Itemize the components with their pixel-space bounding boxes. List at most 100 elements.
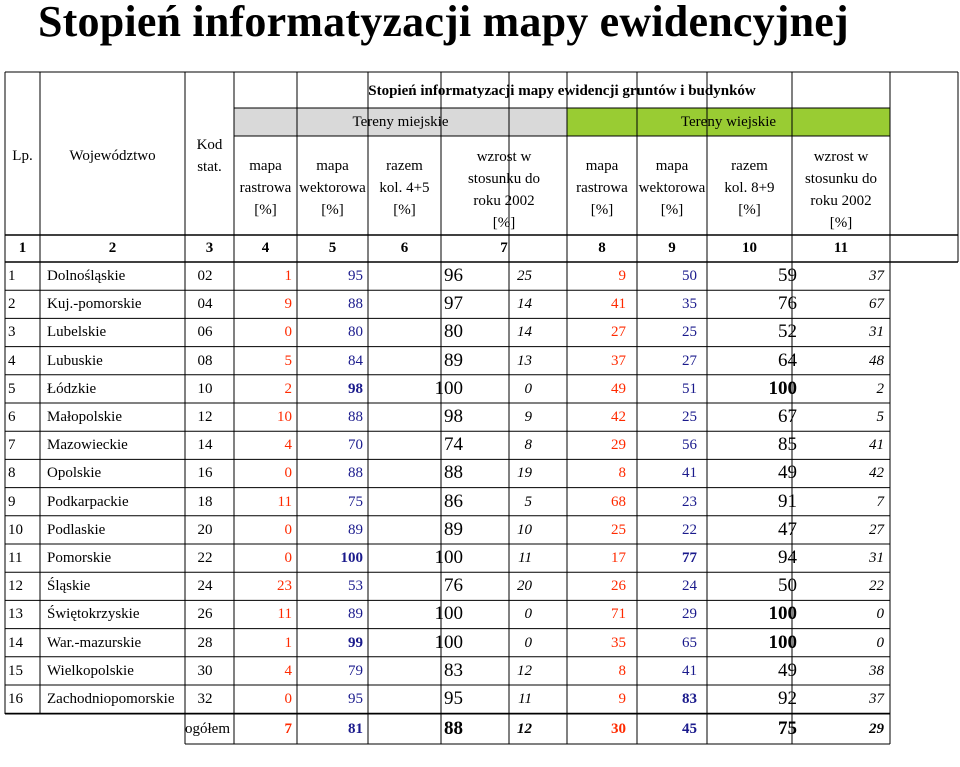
row-m-wzrost: 14 — [517, 324, 532, 341]
row-m-razem: 95 — [444, 688, 463, 709]
row-wojewodztwo: Łódzkie — [47, 380, 97, 397]
row-kod: 04 — [197, 296, 213, 313]
row-w-rastrowa: 27 — [611, 324, 626, 341]
row-kod: 28 — [197, 634, 213, 651]
row-kod: 08 — [197, 352, 213, 369]
row-lp: 9 — [8, 493, 16, 510]
row-m-razem: 97 — [444, 293, 463, 315]
row-m-rastrowa: 11 — [277, 606, 292, 623]
row-wojewodztwo: Lubelskie — [47, 324, 107, 341]
row-w-wektorowa: 41 — [682, 465, 697, 482]
row-lp: 8 — [8, 465, 16, 482]
row-m-rastrowa: 1 — [284, 268, 293, 284]
header-lp: Lp. — [12, 148, 33, 164]
row-w-rastrowa: 8 — [618, 662, 627, 679]
row-wojewodztwo: Zachodniopomorskie — [47, 691, 175, 707]
row-w-wektorowa: 29 — [682, 606, 697, 623]
row-w-wektorowa: 77 — [682, 550, 697, 566]
row-m-rastrowa: 23 — [277, 578, 292, 595]
row-w-razem: 49 — [778, 462, 797, 484]
total-w-wzrost: 29 — [869, 721, 884, 737]
row-w-razem: 100 — [768, 377, 798, 399]
column-number: 1 — [18, 240, 27, 256]
row-w-rastrowa: 9 — [618, 268, 627, 284]
row-wojewodztwo: Dolnośląskie — [47, 268, 126, 284]
row-w-razem: 64 — [778, 349, 797, 371]
row-w-razem: 47 — [778, 518, 797, 540]
row-m-wzrost: 19 — [517, 465, 532, 482]
row-lp: 2 — [8, 296, 16, 313]
row-m-razem: 86 — [444, 490, 463, 512]
row-w-rastrowa: 42 — [611, 409, 626, 425]
row-wojewodztwo: Podkarpackie — [47, 493, 129, 510]
row-w-rastrowa: 29 — [611, 437, 626, 454]
row-w-razem: 100 — [768, 603, 798, 625]
row-w-razem: 85 — [778, 434, 797, 456]
row-w-razem: 49 — [778, 659, 797, 681]
row-w-wektorowa: 25 — [682, 409, 697, 425]
row-m-razem: 89 — [444, 349, 463, 371]
row-w-rastrowa: 26 — [611, 578, 626, 595]
row-m-wektorowa: 70 — [348, 437, 363, 454]
row-m-wektorowa: 88 — [348, 296, 363, 313]
column-number: 8 — [598, 240, 606, 256]
row-kod: 10 — [197, 380, 213, 397]
row-kod: 24 — [197, 578, 213, 595]
row-w-wzrost: 7 — [876, 493, 885, 510]
row-m-wektorowa: 99 — [348, 634, 363, 651]
row-w-wzrost: 0 — [876, 606, 885, 623]
column-number: 10 — [742, 240, 757, 256]
row-w-wzrost: 31 — [869, 550, 884, 566]
row-m-wzrost: 10 — [517, 521, 532, 538]
row-w-wzrost: 48 — [869, 352, 884, 369]
row-w-rastrowa: 68 — [611, 493, 626, 510]
row-w-wzrost: 5 — [876, 409, 885, 425]
row-kod: 02 — [197, 268, 213, 284]
row-m-rastrowa: 4 — [284, 662, 293, 679]
row-wojewodztwo: Lubuskie — [47, 352, 103, 369]
row-w-wzrost: 41 — [869, 437, 884, 454]
row-wojewodztwo: Mazowieckie — [47, 437, 128, 454]
row-m-wzrost: 0 — [524, 380, 533, 397]
row-kod: 18 — [197, 493, 213, 510]
row-m-wektorowa: 88 — [348, 465, 363, 482]
row-kod: 22 — [197, 550, 213, 566]
row-wojewodztwo: Świętokrzyskie — [47, 606, 140, 623]
row-m-rastrowa: 9 — [284, 296, 293, 313]
row-m-wektorowa: 89 — [348, 606, 363, 623]
row-w-razem: 94 — [778, 547, 797, 568]
row-m-rastrowa: 4 — [284, 437, 293, 454]
row-lp: 16 — [8, 691, 23, 707]
group-header-miejskie: Tereny miejskie — [352, 114, 449, 130]
column-number: 6 — [400, 240, 409, 256]
row-m-razem: 74 — [444, 434, 463, 456]
row-m-wektorowa: 75 — [348, 493, 363, 510]
row-kod: 16 — [197, 465, 213, 482]
group-header-wiejskie-bg — [567, 108, 890, 136]
row-wojewodztwo: Pomorskie — [47, 550, 112, 566]
row-w-wektorowa: 51 — [682, 380, 697, 397]
row-m-wzrost: 0 — [524, 634, 533, 651]
row-w-wzrost: 0 — [876, 634, 885, 651]
row-w-wektorowa: 22 — [682, 521, 697, 538]
row-m-rastrowa: 10 — [277, 409, 292, 425]
row-w-rastrowa: 35 — [611, 634, 626, 651]
row-kod: 20 — [197, 521, 213, 538]
header-m-wzrost: wzrost w stosunku do roku 2002 [%] — [467, 149, 541, 231]
row-w-wektorowa: 41 — [682, 662, 697, 679]
row-kod: 12 — [197, 409, 213, 425]
row-w-razem: 52 — [778, 321, 797, 343]
column-number: 7 — [500, 240, 508, 256]
row-m-razem: 88 — [444, 462, 463, 484]
row-m-rastrowa: 11 — [277, 493, 292, 510]
row-w-razem: 91 — [778, 490, 797, 512]
total-w-rastrowa: 30 — [611, 721, 626, 737]
total-w-razem: 75 — [778, 718, 797, 739]
row-m-wzrost: 5 — [524, 493, 533, 510]
row-lp: 10 — [8, 521, 23, 538]
row-m-wzrost: 11 — [518, 550, 532, 566]
row-m-rastrowa: 0 — [284, 465, 293, 482]
header-w-razem: razem kol. 8+9 [%] — [724, 158, 775, 218]
row-lp: 11 — [8, 550, 23, 566]
